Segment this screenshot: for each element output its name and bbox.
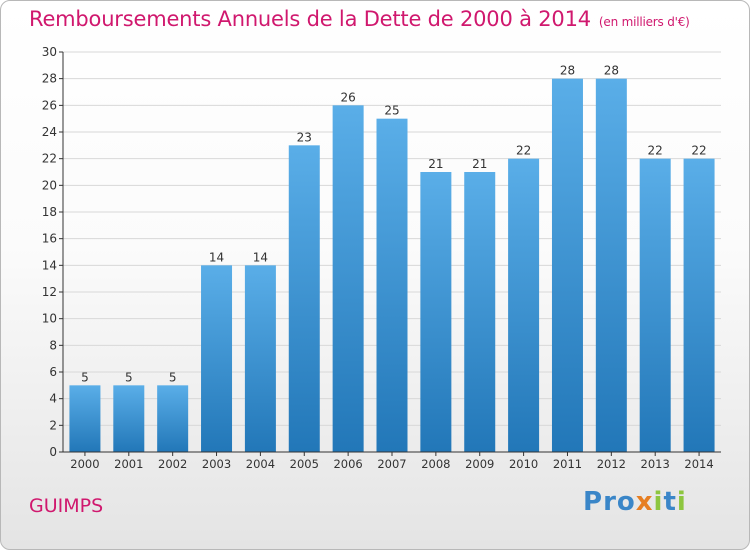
chart-title-text: Remboursements Annuels de la Dette de 20… — [29, 7, 591, 31]
bar — [420, 172, 452, 452]
logo-letter: r — [603, 487, 617, 517]
x-tick-label: 2014 — [684, 457, 713, 471]
logo-letter: i — [676, 487, 687, 517]
y-tick-label: 0 — [49, 445, 57, 459]
bar — [157, 385, 189, 452]
y-tick-label: 24 — [42, 125, 57, 139]
x-tick-label: 2010 — [509, 457, 538, 471]
bar — [201, 265, 233, 452]
y-tick-label: 14 — [42, 258, 57, 272]
x-tick-label: 2005 — [290, 457, 319, 471]
y-tick-label: 6 — [49, 365, 57, 379]
y-tick-label: 2 — [49, 418, 57, 432]
y-tick-label: 30 — [42, 45, 57, 59]
bar — [288, 145, 320, 453]
proxiti-logo[interactable]: Proxiti — [583, 487, 687, 517]
x-tick-label: 2012 — [597, 457, 626, 471]
bars: 5 5 5 14 14 23 26 25 21 21 22 28 28 22 22 — [69, 64, 715, 453]
bar — [332, 105, 364, 452]
x-tick-label: 2004 — [246, 457, 275, 471]
x-tick-label: 2008 — [421, 457, 450, 471]
bar — [464, 172, 496, 452]
x-tick-label: 2001 — [114, 457, 143, 471]
bar — [595, 78, 627, 453]
y-tick-label: 16 — [42, 232, 57, 246]
data-label: 21 — [428, 157, 443, 171]
data-label: 22 — [648, 144, 663, 158]
bar — [244, 265, 276, 452]
logo-letter: t — [663, 487, 677, 517]
x-tick-label: 2003 — [202, 457, 231, 471]
bar — [683, 158, 715, 452]
data-label: 25 — [384, 104, 399, 118]
y-tick-label: 20 — [42, 178, 57, 192]
y-tick-label: 10 — [42, 312, 57, 326]
x-tick-label: 2007 — [377, 457, 406, 471]
data-label: 22 — [691, 144, 706, 158]
data-label: 5 — [169, 370, 177, 384]
x-tick-label: 2006 — [333, 457, 362, 471]
y-tick-label: 22 — [42, 152, 57, 166]
x-tick-label: 2013 — [641, 457, 670, 471]
y-tick-label: 18 — [42, 205, 57, 219]
data-label: 5 — [81, 370, 89, 384]
x-tick-label: 2000 — [70, 457, 99, 471]
data-label: 21 — [472, 157, 487, 171]
logo-letter: i — [653, 487, 664, 517]
bar — [639, 158, 671, 452]
bar — [508, 158, 540, 452]
x-axis: 2000 2001 2002 2003 2004 2005 2006 2007 2008 2009… — [63, 451, 721, 471]
bar — [113, 385, 145, 452]
x-tick-label: 2011 — [553, 457, 582, 471]
x-tick-label: 2002 — [158, 457, 187, 471]
commune-name: GUIMPS — [29, 495, 104, 517]
logo-letter: o — [616, 487, 636, 517]
logo-letter: P — [583, 487, 604, 517]
y-tick-label: 4 — [49, 392, 57, 406]
data-label: 14 — [209, 250, 224, 264]
y-tick-label: 26 — [42, 98, 57, 112]
bar — [376, 118, 408, 453]
data-label: 28 — [604, 64, 619, 78]
logo-letter: x — [635, 487, 654, 517]
data-label: 14 — [253, 250, 268, 264]
y-tick-label: 12 — [42, 285, 57, 299]
y-tick-label: 28 — [42, 72, 57, 86]
data-label: 26 — [340, 90, 355, 104]
y-tick-label: 8 — [49, 338, 57, 352]
x-tick-label: 2009 — [465, 457, 494, 471]
chart-title: Remboursements Annuels de la Dette de 20… — [29, 7, 690, 31]
chart-unit: (en milliers d'€) — [598, 15, 690, 29]
data-label: 22 — [516, 144, 531, 158]
data-label: 23 — [297, 130, 312, 144]
data-label: 28 — [560, 64, 575, 78]
bar — [69, 385, 101, 452]
bar — [551, 78, 583, 453]
data-label: 5 — [125, 370, 133, 384]
